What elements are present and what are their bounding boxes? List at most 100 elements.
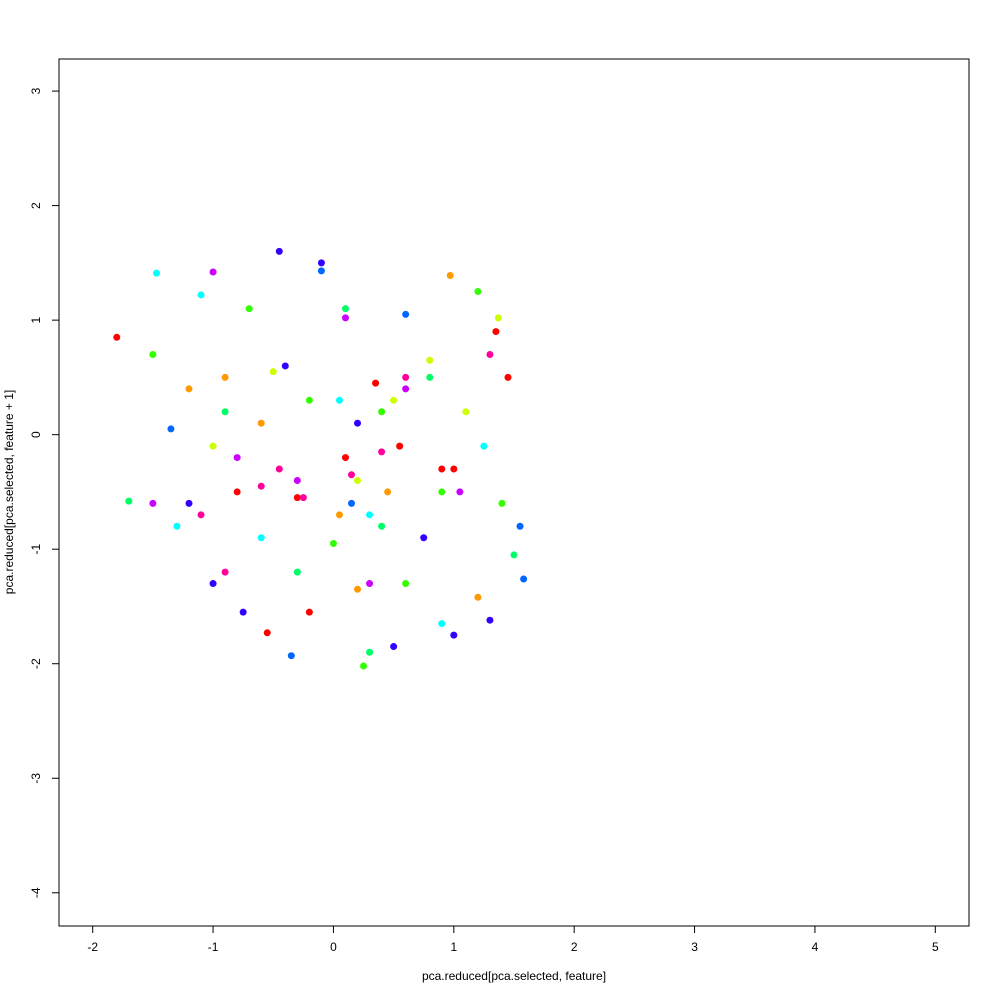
point	[438, 488, 446, 496]
point	[197, 291, 205, 299]
point	[305, 396, 313, 404]
point	[402, 310, 410, 318]
y-tick-label: 3	[29, 87, 43, 94]
point	[504, 373, 512, 381]
point	[293, 494, 301, 502]
point	[185, 499, 193, 507]
y-tick-label: -1	[29, 544, 43, 555]
point	[245, 305, 253, 313]
y-axis-label: pca.reduced[pca.selected, feature + 1]	[2, 390, 16, 594]
point	[378, 448, 386, 456]
point	[402, 580, 410, 588]
point	[378, 522, 386, 530]
point	[354, 585, 362, 593]
y-tick-label: 0	[29, 431, 43, 438]
plot-frame	[58, 58, 970, 927]
point	[221, 408, 229, 416]
point	[474, 593, 482, 601]
point	[209, 442, 217, 450]
point	[197, 511, 205, 519]
x-tick-label: -2	[87, 940, 98, 954]
point	[209, 580, 217, 588]
point	[149, 499, 157, 507]
x-tick-label: 3	[691, 940, 698, 954]
point	[402, 373, 410, 381]
point	[153, 269, 160, 277]
point	[317, 259, 325, 267]
point	[257, 534, 265, 542]
point	[426, 356, 434, 364]
y-tick-label: -2	[29, 658, 43, 669]
point	[366, 511, 374, 519]
y-tick-label: 1	[29, 316, 43, 323]
point	[209, 268, 217, 276]
point	[384, 488, 392, 496]
point	[149, 350, 157, 358]
point	[510, 551, 518, 559]
point	[486, 616, 494, 624]
point	[269, 368, 277, 376]
point	[275, 465, 283, 473]
point	[372, 379, 380, 387]
point	[293, 476, 301, 484]
point	[293, 568, 301, 576]
point	[492, 328, 500, 336]
y-tick-label: -3	[29, 773, 43, 784]
x-tick-label: 4	[812, 940, 819, 954]
x-tick-label: 0	[330, 940, 337, 954]
point	[456, 488, 464, 496]
y-tick-label: -4	[29, 887, 43, 898]
point	[221, 373, 229, 381]
point	[450, 631, 458, 639]
point	[498, 499, 506, 507]
point	[335, 396, 343, 404]
point	[305, 608, 313, 616]
point	[378, 408, 386, 416]
point	[360, 662, 368, 670]
point	[520, 575, 528, 583]
point	[486, 350, 494, 358]
point	[450, 465, 458, 473]
point	[480, 442, 488, 450]
point	[335, 511, 343, 519]
point	[173, 522, 181, 530]
point	[341, 305, 349, 313]
point	[341, 314, 349, 322]
point	[390, 643, 398, 651]
point	[263, 629, 271, 637]
point	[516, 522, 524, 530]
point	[239, 608, 247, 616]
x-tick-label: 1	[450, 940, 457, 954]
point	[396, 442, 404, 450]
point	[287, 652, 295, 660]
point	[281, 362, 289, 370]
point	[125, 497, 133, 505]
point	[366, 648, 374, 656]
point	[366, 580, 374, 588]
point	[420, 534, 428, 542]
point	[341, 454, 349, 462]
point	[167, 425, 175, 433]
point	[474, 287, 482, 295]
point	[390, 396, 398, 404]
point	[317, 267, 325, 275]
point	[221, 568, 229, 576]
point	[233, 488, 241, 496]
point	[233, 454, 241, 462]
point	[438, 620, 446, 628]
point	[354, 419, 362, 427]
point	[299, 494, 307, 502]
x-tick-label: -1	[208, 940, 219, 954]
point	[348, 499, 355, 507]
x-axis-label: pca.reduced[pca.selected, feature]	[422, 969, 606, 983]
point	[329, 539, 337, 547]
y-tick-label: 2	[29, 202, 43, 209]
point	[446, 271, 454, 279]
point	[462, 408, 470, 416]
point	[348, 471, 355, 479]
point	[426, 373, 434, 381]
x-tick-label: 2	[571, 940, 578, 954]
point	[275, 247, 283, 255]
